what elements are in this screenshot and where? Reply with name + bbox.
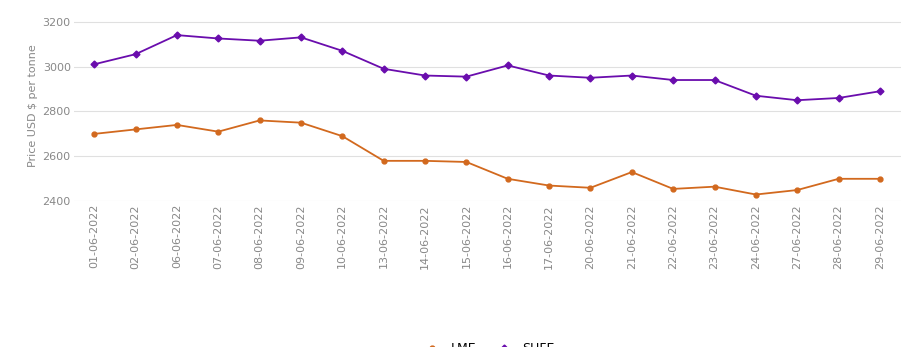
LME bbox=[834, 177, 845, 181]
LME bbox=[461, 160, 472, 164]
SHFE bbox=[212, 36, 224, 41]
SHFE bbox=[543, 74, 554, 78]
LME bbox=[212, 129, 224, 134]
LME bbox=[171, 123, 182, 127]
SHFE bbox=[834, 96, 845, 100]
SHFE bbox=[875, 89, 886, 93]
LME bbox=[88, 132, 99, 136]
SHFE bbox=[627, 74, 638, 78]
LME bbox=[419, 159, 430, 163]
Line: LME: LME bbox=[92, 118, 882, 197]
LME bbox=[336, 134, 347, 138]
LME bbox=[130, 127, 142, 132]
SHFE bbox=[751, 94, 762, 98]
LME bbox=[254, 118, 266, 122]
SHFE bbox=[419, 74, 430, 78]
SHFE bbox=[336, 49, 347, 53]
SHFE bbox=[379, 67, 390, 71]
Legend: LME, SHFE: LME, SHFE bbox=[414, 337, 560, 347]
SHFE bbox=[88, 62, 99, 66]
LME bbox=[875, 177, 886, 181]
SHFE bbox=[461, 75, 472, 79]
SHFE bbox=[296, 35, 307, 40]
LME bbox=[543, 184, 554, 188]
LME bbox=[792, 188, 803, 192]
SHFE bbox=[254, 39, 266, 43]
LME bbox=[709, 185, 720, 189]
SHFE bbox=[792, 98, 803, 102]
LME bbox=[296, 121, 307, 125]
SHFE bbox=[709, 78, 720, 82]
SHFE bbox=[584, 76, 596, 80]
LME bbox=[379, 159, 390, 163]
LME bbox=[627, 170, 638, 174]
SHFE bbox=[130, 52, 142, 56]
LME bbox=[667, 187, 678, 191]
LME bbox=[503, 177, 514, 181]
LME bbox=[584, 186, 596, 190]
Y-axis label: Price USD $ per tonne: Price USD $ per tonne bbox=[28, 44, 39, 167]
SHFE bbox=[171, 33, 182, 37]
Line: SHFE: SHFE bbox=[92, 33, 882, 103]
SHFE bbox=[503, 64, 514, 68]
SHFE bbox=[667, 78, 678, 82]
LME bbox=[751, 193, 762, 197]
